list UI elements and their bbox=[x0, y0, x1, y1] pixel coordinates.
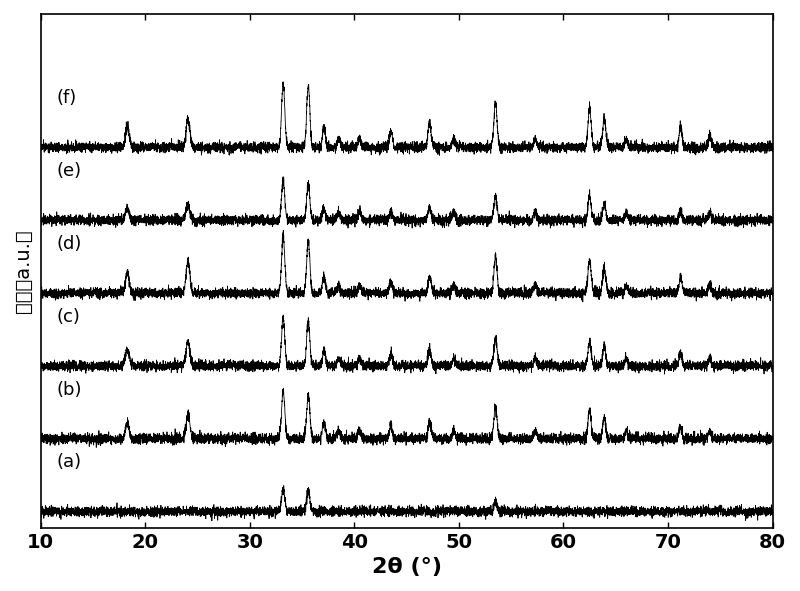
Text: (c): (c) bbox=[56, 308, 80, 326]
Text: (f): (f) bbox=[56, 89, 77, 108]
Text: (a): (a) bbox=[56, 453, 82, 472]
Text: (e): (e) bbox=[56, 162, 82, 180]
Text: (d): (d) bbox=[56, 235, 82, 253]
X-axis label: 2θ (°): 2θ (°) bbox=[371, 557, 442, 577]
Y-axis label: 强度（a.u.）: 强度（a.u.） bbox=[14, 229, 33, 313]
Text: (b): (b) bbox=[56, 381, 82, 399]
